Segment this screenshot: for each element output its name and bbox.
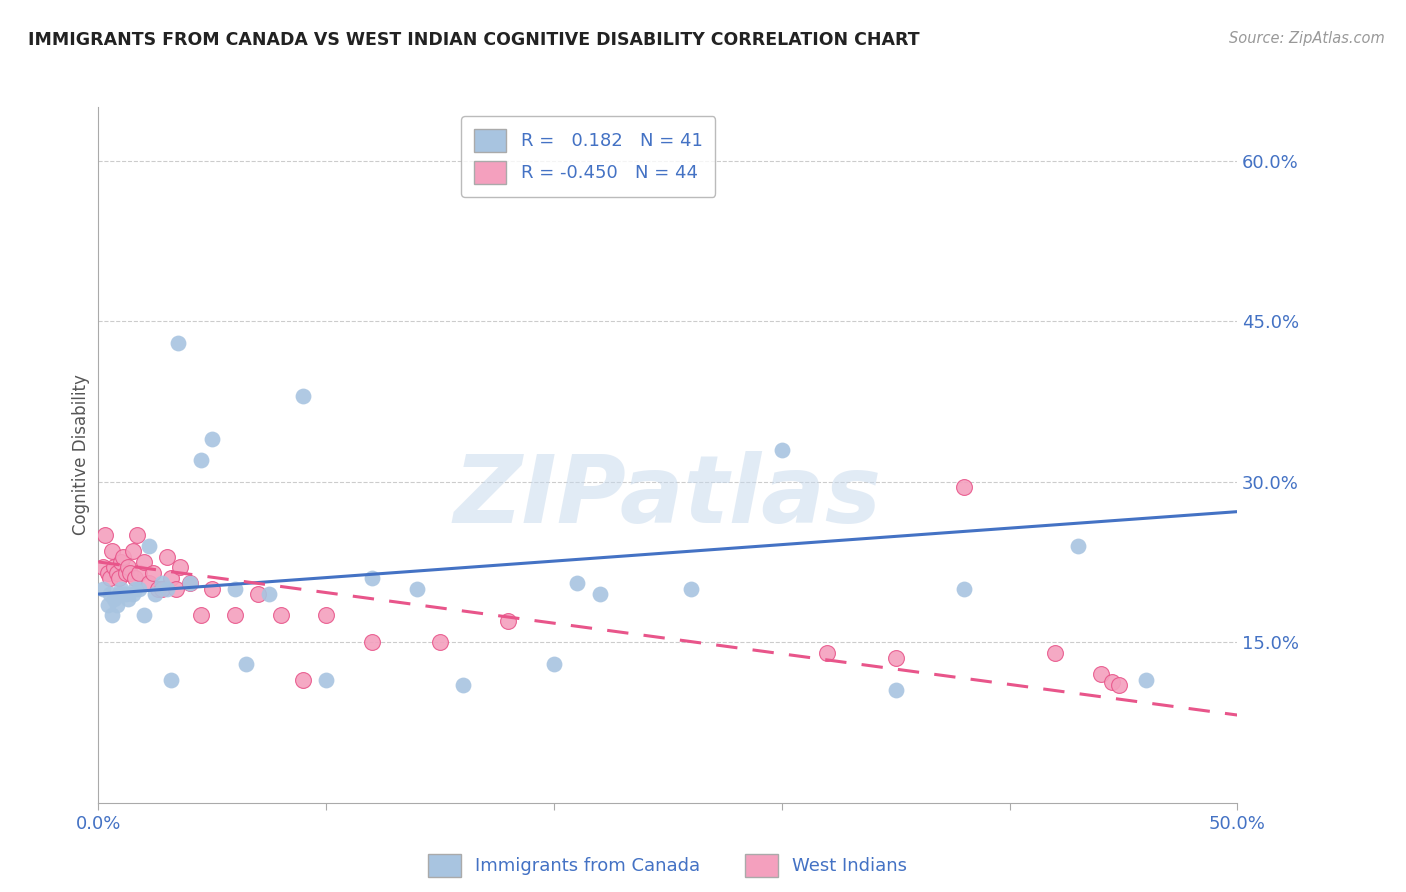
Point (132, 608, 155, 623)
Point (96, 598, 118, 612)
Point (588, 587, 610, 601)
Point (884, 683, 907, 698)
Point (150, 576, 173, 591)
Text: ZIPatlas: ZIPatlas (454, 450, 882, 542)
Point (145, 587, 167, 601)
Point (160, 673, 183, 687)
Point (165, 582, 187, 596)
Point (224, 582, 246, 596)
Point (91, 582, 114, 596)
Point (121, 544, 143, 558)
Point (565, 576, 588, 591)
Point (270, 608, 292, 623)
Point (124, 582, 146, 596)
Point (1135, 673, 1157, 687)
Point (224, 608, 246, 623)
Point (94, 528, 117, 542)
Point (235, 657, 257, 671)
Point (120, 566, 142, 580)
Point (169, 560, 191, 574)
Point (167, 335, 190, 350)
Point (953, 582, 976, 596)
Point (128, 582, 150, 596)
Point (1090, 667, 1112, 681)
Point (259, 587, 281, 601)
Point (179, 576, 201, 591)
Point (101, 608, 124, 623)
Point (117, 560, 139, 574)
Point (112, 587, 135, 601)
Point (142, 566, 165, 580)
Point (1067, 539, 1090, 553)
Text: IMMIGRANTS FROM CANADA VS WEST INDIAN COGNITIVE DISABILITY CORRELATION CHART: IMMIGRANTS FROM CANADA VS WEST INDIAN CO… (28, 31, 920, 49)
Point (429, 635, 451, 649)
Point (406, 582, 429, 596)
Point (103, 592, 125, 607)
Point (132, 555, 155, 569)
Point (884, 651, 907, 665)
Point (360, 571, 382, 585)
Point (156, 582, 179, 596)
Point (110, 555, 132, 569)
Point (201, 432, 224, 446)
Point (451, 678, 474, 692)
Legend: Immigrants from Canada, West Indians: Immigrants from Canada, West Indians (420, 847, 915, 884)
Point (108, 571, 131, 585)
Point (498, 614, 520, 628)
Point (112, 549, 135, 564)
Point (1101, 674, 1123, 689)
Point (105, 566, 128, 580)
Point (953, 480, 976, 494)
Point (101, 544, 124, 558)
Point (190, 453, 212, 467)
Point (815, 646, 838, 660)
Point (117, 592, 139, 607)
Point (110, 582, 132, 596)
Point (146, 582, 169, 596)
Point (156, 549, 179, 564)
Point (1043, 646, 1066, 660)
Point (124, 571, 146, 585)
Point (543, 657, 565, 671)
Point (128, 566, 150, 580)
Y-axis label: Cognitive Disability: Cognitive Disability (72, 375, 90, 535)
Text: Source: ZipAtlas.com: Source: ZipAtlas.com (1229, 31, 1385, 46)
Point (679, 582, 702, 596)
Point (1108, 678, 1130, 692)
Point (160, 571, 183, 585)
Point (98, 571, 121, 585)
Point (292, 389, 315, 403)
Point (150, 582, 173, 596)
Point (360, 635, 382, 649)
Point (108, 587, 131, 601)
Point (138, 576, 160, 591)
Point (114, 566, 136, 580)
Point (127, 528, 149, 542)
Point (96, 566, 118, 580)
Point (246, 587, 269, 601)
Point (98, 587, 121, 601)
Point (201, 582, 224, 596)
Point (190, 608, 212, 623)
Point (179, 576, 201, 591)
Point (138, 539, 160, 553)
Point (103, 560, 125, 574)
Point (91, 560, 114, 574)
Point (114, 587, 136, 601)
Point (315, 673, 337, 687)
Point (292, 673, 315, 687)
Point (315, 608, 337, 623)
Point (105, 598, 128, 612)
Point (121, 587, 143, 601)
Point (770, 442, 793, 457)
